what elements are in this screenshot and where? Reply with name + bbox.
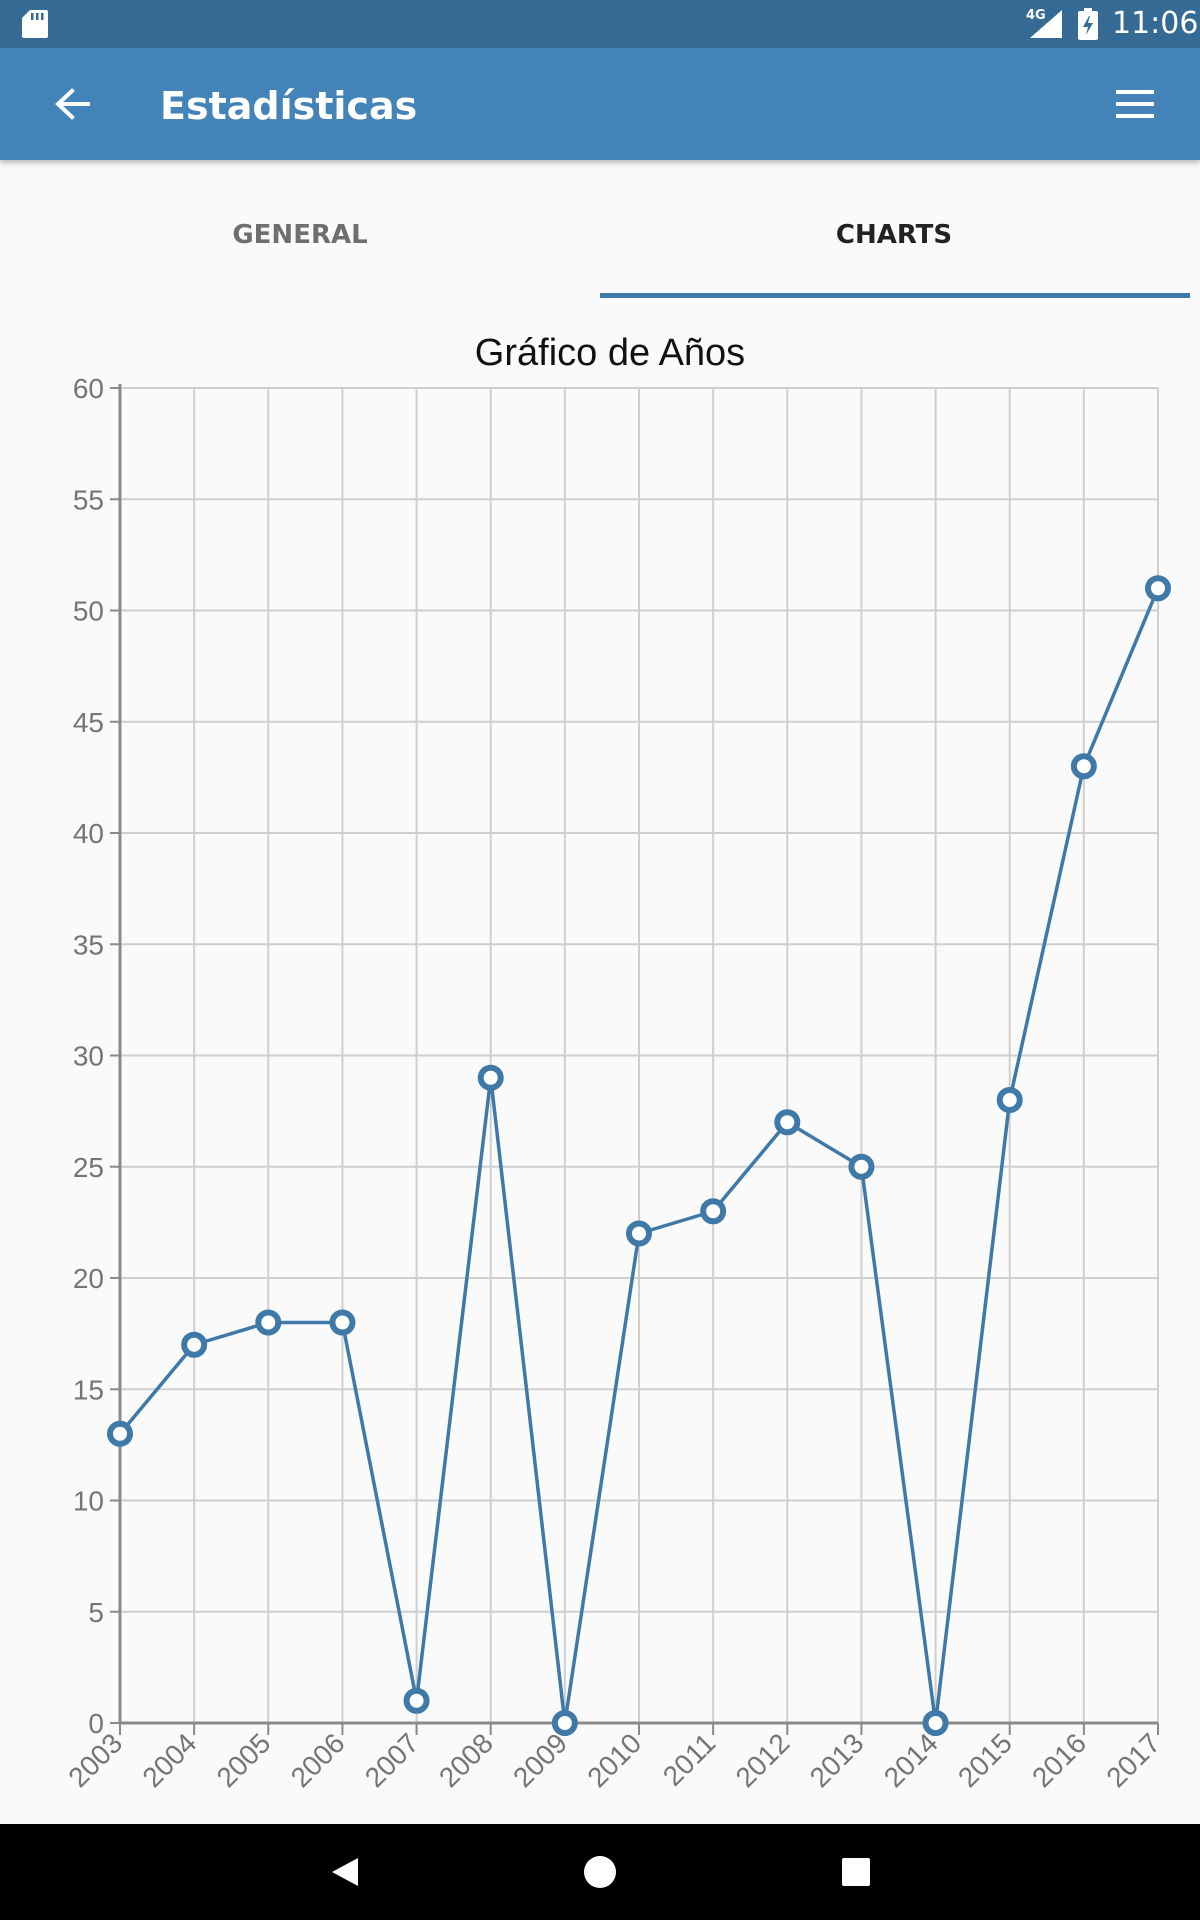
y-tick-label: 0 xyxy=(88,1708,104,1739)
data-point xyxy=(922,1710,949,1736)
y-tick-label: 50 xyxy=(73,596,104,627)
y-tick-label: 25 xyxy=(73,1152,104,1183)
tab-bar: GENERAL CHARTS xyxy=(0,160,1200,300)
data-point xyxy=(477,1064,504,1091)
x-tick-label: 2005 xyxy=(211,1727,277,1793)
status-bar: 4G 11:06 xyxy=(0,0,1200,48)
recents-square-icon[interactable] xyxy=(836,1852,876,1892)
x-tick-label: 2013 xyxy=(804,1727,870,1793)
data-point xyxy=(107,1420,133,1447)
sd-card-icon xyxy=(22,10,48,38)
y-tick-label: 15 xyxy=(73,1374,104,1405)
chart-title: Gráfico de Años xyxy=(475,332,745,374)
status-time: 11:06 xyxy=(1112,6,1199,41)
data-point xyxy=(996,1087,1023,1113)
app-bar: Estadísticas xyxy=(0,48,1200,160)
data-point xyxy=(329,1309,356,1336)
network-type-label: 4G xyxy=(1026,8,1046,23)
x-tick-label: 2008 xyxy=(433,1727,499,1793)
y-tick-label: 40 xyxy=(73,818,104,849)
signal-icon xyxy=(1030,10,1062,38)
y-tick-label: 5 xyxy=(88,1597,104,1628)
data-point xyxy=(1070,753,1097,780)
data-point xyxy=(551,1710,578,1736)
data-point xyxy=(626,1220,652,1247)
y-tick-label: 45 xyxy=(73,707,104,738)
data-point xyxy=(700,1198,727,1225)
data-point xyxy=(774,1109,801,1136)
back-triangle-icon[interactable] xyxy=(326,1852,366,1892)
x-tick-label: 2014 xyxy=(878,1727,944,1793)
data-point xyxy=(403,1687,430,1714)
tab-charts[interactable]: CHARTS xyxy=(835,220,953,250)
arrow-back-icon[interactable] xyxy=(50,82,94,126)
system-nav-bar xyxy=(0,1824,1200,1920)
y-tick-label: 60 xyxy=(73,373,104,404)
x-tick-label: 2017 xyxy=(1100,1727,1166,1793)
x-tick-label: 2004 xyxy=(136,1727,202,1793)
data-point xyxy=(255,1309,282,1336)
x-tick-label: 2007 xyxy=(359,1727,425,1793)
line-chart: Gráfico de Años 0 5 10 15 20 25 30 35 40 45 50 55 60… xyxy=(62,332,1171,1793)
menu-icon[interactable] xyxy=(1114,86,1158,122)
data-point xyxy=(181,1331,208,1358)
x-tick-label: 2010 xyxy=(581,1727,647,1793)
page-title: Estadísticas xyxy=(160,84,418,128)
x-tick-label: 2011 xyxy=(657,1727,722,1792)
home-circle-icon[interactable] xyxy=(580,1852,620,1892)
x-tick-label: 2006 xyxy=(285,1727,351,1793)
data-point xyxy=(1145,575,1171,602)
y-tick-label: 10 xyxy=(73,1486,104,1517)
x-tick-label: 2003 xyxy=(62,1727,128,1793)
x-tick-label: 2015 xyxy=(952,1727,1018,1793)
battery-icon xyxy=(1078,8,1098,40)
x-tick-label: 2016 xyxy=(1026,1727,1092,1793)
tab-indicator xyxy=(600,293,1190,298)
y-tick-label: 35 xyxy=(73,929,104,960)
x-tick-label: 2012 xyxy=(730,1727,796,1793)
chart-container: Gráfico de Años 0 5 10 15 20 25 30 35 40 45 50 55 60… xyxy=(0,300,1200,1824)
data-point xyxy=(848,1153,875,1180)
tab-general[interactable]: GENERAL xyxy=(232,220,368,250)
y-tick-label: 55 xyxy=(73,484,104,515)
y-tick-label: 20 xyxy=(73,1263,104,1294)
x-tick-label: 2009 xyxy=(507,1727,573,1793)
y-tick-label: 30 xyxy=(73,1041,104,1072)
